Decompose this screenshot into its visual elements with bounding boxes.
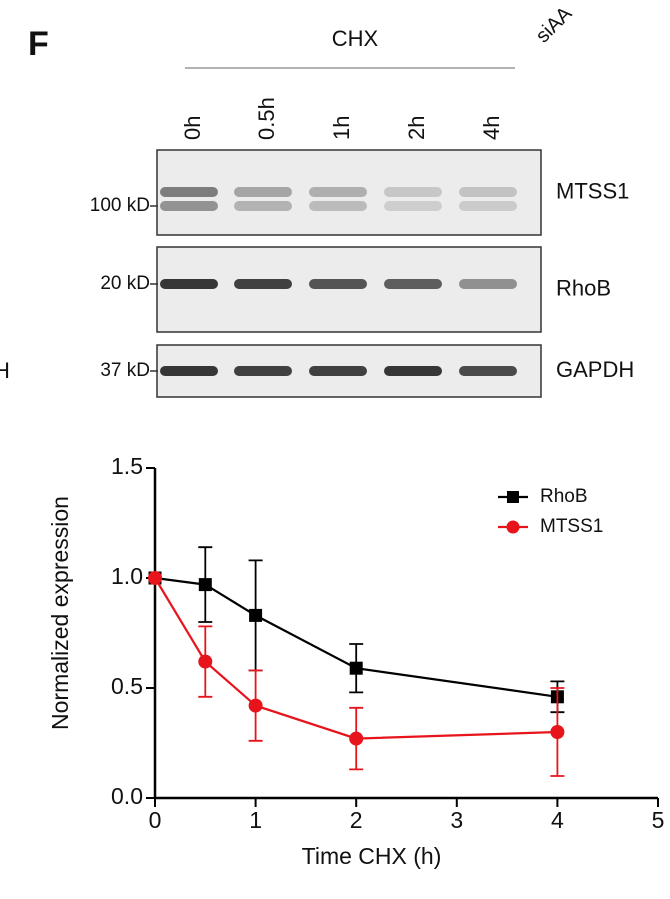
blot-band [160, 201, 218, 211]
y-tick-label: 1.0 [111, 563, 143, 589]
y-axis-title: Normalized expression [47, 496, 73, 730]
data-point [349, 731, 364, 746]
x-tick-label: 0 [149, 807, 162, 833]
blot-band [459, 279, 517, 289]
lane-label: 1h [329, 116, 354, 140]
blot-band [459, 187, 517, 197]
blot-band [309, 187, 367, 197]
x-tick-label: 2 [350, 807, 363, 833]
cut-left-label: H [0, 358, 10, 383]
marker-label: 100 kD [90, 195, 150, 216]
blot-band [160, 187, 218, 197]
data-point [198, 654, 213, 669]
blot-band [459, 201, 517, 211]
legend-marker [506, 520, 520, 534]
cut-top-label: siAA [532, 2, 577, 47]
blot-band [384, 187, 442, 197]
protein-label: RhoB [556, 275, 611, 300]
marker-label: 37 kD [100, 360, 150, 381]
lane-label: 0h [180, 116, 205, 140]
x-tick-label: 4 [551, 807, 564, 833]
marker-label: 20 kD [100, 273, 150, 294]
blot-band [309, 201, 367, 211]
blot-band [234, 366, 292, 376]
data-point [249, 608, 263, 622]
x-axis-title: Time CHX (h) [302, 843, 442, 869]
blot-band [384, 366, 442, 376]
legend-marker [507, 491, 519, 503]
blot-band [160, 366, 218, 376]
y-tick-label: 0.0 [111, 783, 143, 809]
protein-label: MTSS1 [556, 178, 629, 203]
panel-label: F [28, 25, 49, 63]
x-tick-label: 5 [652, 807, 665, 833]
blot-band [309, 366, 367, 376]
data-point [550, 725, 565, 739]
data-point [248, 698, 263, 713]
data-point [349, 661, 363, 675]
data-point [198, 578, 212, 592]
lane-label: 0.5h [254, 97, 279, 140]
x-tick-label: 3 [450, 807, 463, 833]
lane-label: 4h [479, 116, 504, 140]
lane-label: 2h [404, 116, 429, 140]
x-tick-label: 1 [249, 807, 262, 833]
y-tick-label: 0.5 [111, 673, 143, 699]
blot-band [234, 201, 292, 211]
legend-label: RhoB [540, 486, 588, 507]
blot-band [234, 279, 292, 289]
blot-band [459, 366, 517, 376]
legend-label: MTSS1 [540, 516, 603, 537]
blot-band [234, 187, 292, 197]
data-point [148, 571, 162, 585]
y-tick-label: 1.5 [111, 453, 143, 479]
treatment-label: CHX [332, 26, 379, 51]
blot-band [160, 279, 218, 289]
blot-band [384, 201, 442, 211]
blot-box [156, 149, 542, 236]
blot-band [309, 279, 367, 289]
blot-band [384, 279, 442, 289]
protein-label: GAPDH [556, 357, 634, 382]
blot-box [156, 246, 542, 333]
